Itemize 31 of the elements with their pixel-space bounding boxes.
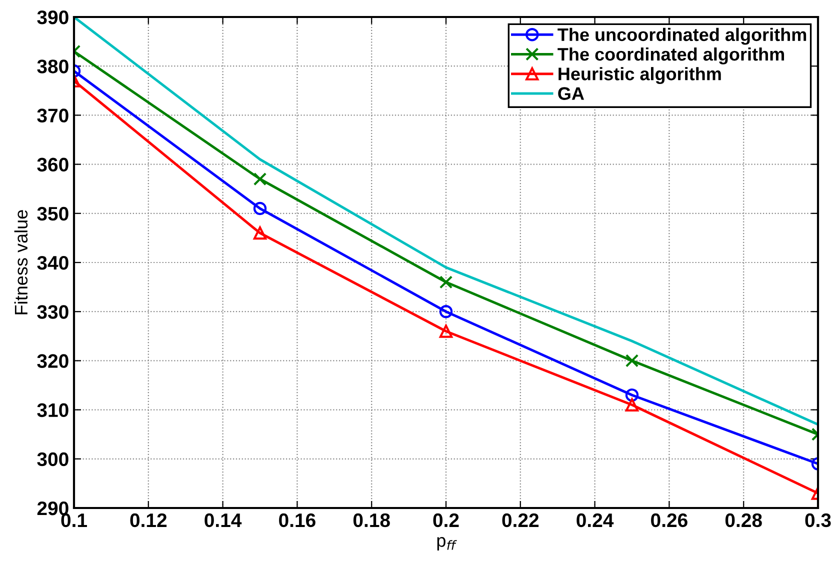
x-tick-label: 0.18 <box>353 513 390 528</box>
point <box>439 276 453 289</box>
x-tick-label: 0.14 <box>204 513 242 528</box>
legend-label: GA <box>558 87 584 100</box>
x-tick-label: 0.28 <box>725 513 762 528</box>
point <box>439 305 453 318</box>
y-tick-label: 360 <box>37 158 68 172</box>
y-tick-label: 300 <box>37 452 68 466</box>
x-tick-label: 0.24 <box>576 513 614 528</box>
x-tick-label: 0.1 <box>61 513 87 528</box>
y-tick-label: 350 <box>37 206 68 221</box>
x-tick-label: 0.12 <box>130 513 167 528</box>
x-tick-label: 0.2 <box>433 513 459 528</box>
y-axis-title: Fitness value <box>14 210 28 314</box>
x-tick-label: 0.22 <box>502 513 539 528</box>
x-tick-label: 0.26 <box>651 513 688 528</box>
x-tick-label: 0.16 <box>279 513 316 528</box>
legend-label: The uncoordinated algorithm <box>558 28 806 45</box>
x-tick-label: 0.3 <box>805 513 831 528</box>
y-tick-label: 380 <box>37 60 68 74</box>
x-axis-title: p$_{ff}$ <box>437 537 457 551</box>
legend-label: Heuristic algorithm <box>558 67 721 84</box>
y-tick-label: 320 <box>37 354 68 368</box>
y-tick-label: 330 <box>37 305 68 319</box>
legend-label: The coordinated algorithm <box>558 47 784 64</box>
y-tick-label: 390 <box>37 10 68 24</box>
y-tick-label: 370 <box>37 108 68 122</box>
y-tick-label: 290 <box>37 501 68 516</box>
y-tick-label: 340 <box>37 256 68 270</box>
point <box>439 324 453 338</box>
y-tick-label: 310 <box>37 403 68 418</box>
